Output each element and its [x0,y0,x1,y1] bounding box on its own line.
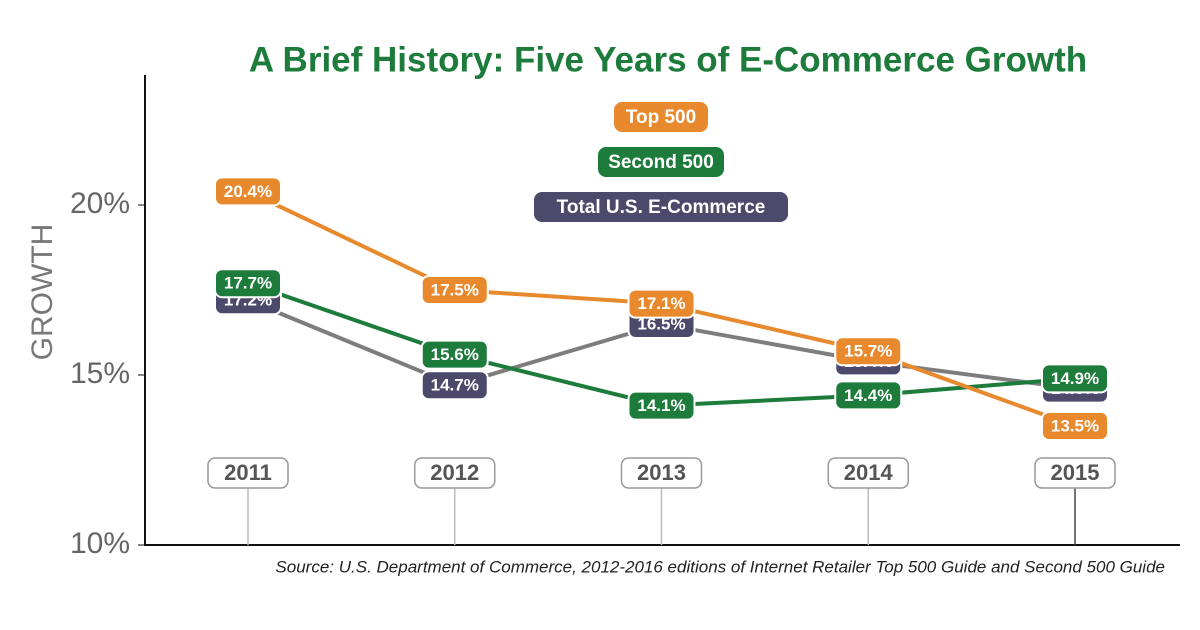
data-label: 17.1% [637,294,685,313]
legend-swatch [596,145,726,179]
category-box [620,457,703,489]
data-label: 14.7% [431,376,479,395]
data-label: 14.9% [1051,369,1099,388]
data-label-box [420,339,489,370]
chart-title: A Brief History: Five Years of E-Commerc… [249,40,1087,79]
y-tick-label: 10% [70,527,130,560]
category-box [207,457,289,489]
data-label: 20.4% [224,182,272,201]
legend-label: Second 500 [608,152,714,173]
data-label-box [834,380,903,411]
x-tick-label: 2015 [1051,460,1100,485]
x-tick-label: 2012 [430,460,479,485]
data-label-box [1041,411,1109,441]
source-note: Source: U.S. Department of Commerce, 201… [275,557,1165,576]
category-box [414,457,496,489]
x-tick-label: 2013 [637,460,686,485]
data-label: 15.7% [844,342,892,361]
data-label: 16.5% [637,314,685,333]
data-label: 13.5% [1051,416,1099,435]
data-label: 17.7% [224,274,272,293]
y-tick-label: 20% [70,187,130,220]
data-label-box [420,275,489,305]
x-tick-label: 2011 [224,460,272,485]
data-label: 15.6% [431,345,479,364]
legend-label: Total U.S. E-Commerce [557,197,766,218]
legend-swatch [532,190,790,224]
category-box [1034,457,1116,489]
data-label: 14.4% [844,386,892,405]
data-label-box [627,390,696,421]
y-tick-label: 15% [70,357,130,390]
data-label-box [214,176,282,207]
x-tick-label: 2014 [844,460,894,485]
data-label: 14.1% [637,396,685,415]
category-box [827,457,909,489]
legend-label: Top 500 [626,107,696,128]
data-label-box [834,336,903,367]
data-label-box [1041,363,1109,394]
legend-swatch [612,100,710,134]
data-label-box [420,370,489,401]
data-label: 17.5% [431,280,479,299]
data-label-box [214,268,282,299]
y-axis-label: GROWTH [26,224,59,361]
data-label-box [627,288,696,319]
